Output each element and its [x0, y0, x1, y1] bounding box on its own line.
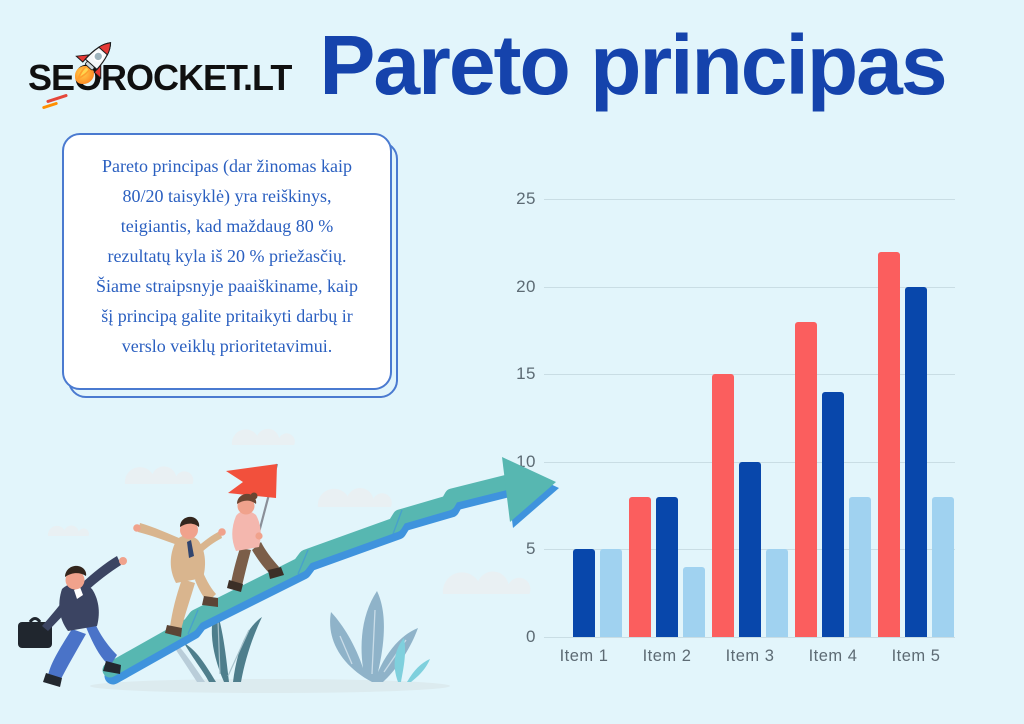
- bar-red: [878, 251, 900, 637]
- ground-shadow: [90, 679, 450, 693]
- illustration-people-climbing-arrow: [18, 428, 559, 693]
- bar-light-blue: [766, 549, 788, 637]
- gridline: [544, 286, 955, 288]
- y-tick-label: 0: [526, 627, 536, 646]
- info-box-line: verslo veiklų prioritetavimui.: [121, 336, 333, 356]
- bar-light-blue: [600, 549, 622, 637]
- y-tick-label: 20: [516, 276, 536, 296]
- bar-dark-blue: [905, 286, 927, 637]
- bar-dark-blue: [739, 461, 761, 637]
- x-axis-label: Item 3: [725, 647, 775, 665]
- bar-light-blue: [849, 496, 871, 637]
- x-axis-label: Item 1: [559, 647, 609, 665]
- businessman-figure-left: [18, 556, 127, 687]
- x-axis-label: Item 2: [642, 647, 692, 665]
- info-box-line: rezultatų kyla iš 20 % priežasčių.: [107, 246, 347, 266]
- logo-text-before: SE: [28, 57, 75, 98]
- info-box-line: Šiame straipsnyje paaiškiname, kaip: [96, 276, 358, 296]
- gridline: [544, 199, 955, 200]
- info-box-line: 80/20 taisyklė) yra reiškinys,: [122, 186, 332, 206]
- info-box-line: šį principą galite pritaikyti darbų ir: [101, 306, 353, 326]
- gridline: [544, 637, 955, 638]
- logo-text-after: ROCKET.LT: [101, 57, 292, 98]
- info-box-line: teigiantis, kad maždaug 80 %: [120, 216, 334, 236]
- bar-dark-blue: [822, 391, 844, 637]
- logo-seorocket: SEOROCKET.LT: [28, 42, 292, 110]
- pareto-bar-chart: 0 5 10 15 20 25 Item 1 Item 2 Item 3 Item 4 Item 5: [500, 189, 970, 675]
- bar-red: [795, 321, 817, 637]
- y-tick-label: 5: [526, 539, 536, 559]
- rocket-icon: [75, 42, 112, 81]
- y-tick-label: 15: [516, 364, 536, 384]
- bar-red: [712, 374, 734, 637]
- plant-shape: [330, 591, 430, 682]
- businessman-figure-middle: [133, 516, 226, 637]
- bar-dark-blue: [573, 549, 595, 637]
- info-box: Pareto principas (dar žinomas kaip 80/20 …: [62, 133, 392, 390]
- bar-red: [629, 496, 651, 637]
- page-title: Pareto principas: [319, 18, 947, 112]
- gridline: [544, 374, 955, 376]
- arrow-head: [502, 457, 556, 522]
- y-tick-label: 25: [516, 189, 536, 208]
- bar-light-blue: [683, 566, 705, 637]
- briefcase-icon: [18, 622, 52, 648]
- growth-arrow: [102, 457, 559, 685]
- red-flag-icon: [226, 464, 277, 498]
- x-axis-label: Item 5: [891, 647, 941, 665]
- bar-light-blue: [932, 496, 954, 637]
- x-axis-label: Item 4: [808, 647, 858, 665]
- info-box-line: Pareto principas (dar žinomas kaip: [102, 156, 352, 176]
- businesswoman-figure: [226, 463, 284, 592]
- speed-line-icon: [41, 101, 59, 110]
- bar-dark-blue: [656, 496, 678, 637]
